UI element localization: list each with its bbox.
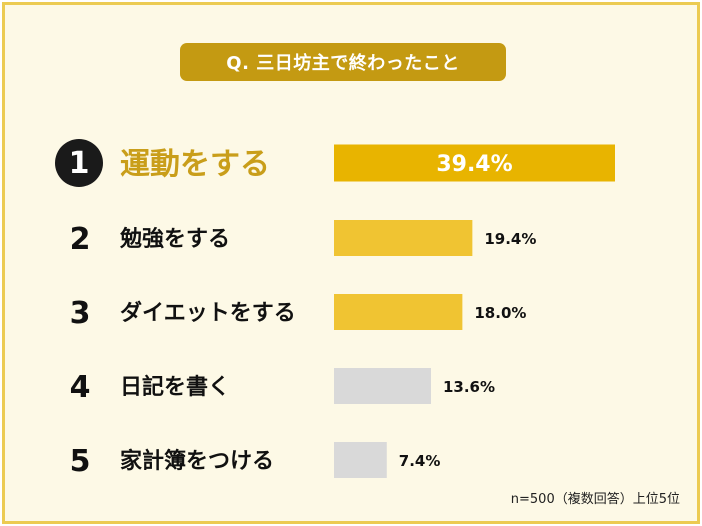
rank-number: 1 bbox=[69, 146, 90, 181]
value-label: 13.6% bbox=[443, 378, 495, 396]
category-label: 日記を書く bbox=[120, 374, 230, 400]
bar bbox=[334, 368, 431, 404]
bar bbox=[334, 220, 473, 256]
rank-number: 5 bbox=[70, 444, 91, 479]
value-label: 19.4% bbox=[484, 230, 536, 248]
category-label: 運動をする bbox=[120, 147, 270, 182]
rank-number: 4 bbox=[70, 370, 91, 405]
bar bbox=[334, 294, 463, 330]
bar bbox=[334, 442, 387, 478]
chart-title: Q. 三日坊主で終わったこと bbox=[180, 43, 506, 81]
value-label: 18.0% bbox=[474, 304, 526, 322]
sample-note: n=500（複数回答）上位5位 bbox=[510, 492, 680, 507]
category-label: ダイエットをする bbox=[120, 300, 296, 326]
category-label: 勉強をする bbox=[119, 226, 230, 252]
rank-number: 3 bbox=[70, 296, 91, 331]
value-label: 39.4% bbox=[436, 152, 512, 177]
rank-number: 2 bbox=[70, 222, 91, 257]
bar bbox=[334, 144, 615, 182]
rank-badge-1 bbox=[55, 139, 103, 187]
category-label: 家計簿をつける bbox=[120, 448, 274, 474]
value-label: 7.4% bbox=[399, 452, 441, 470]
